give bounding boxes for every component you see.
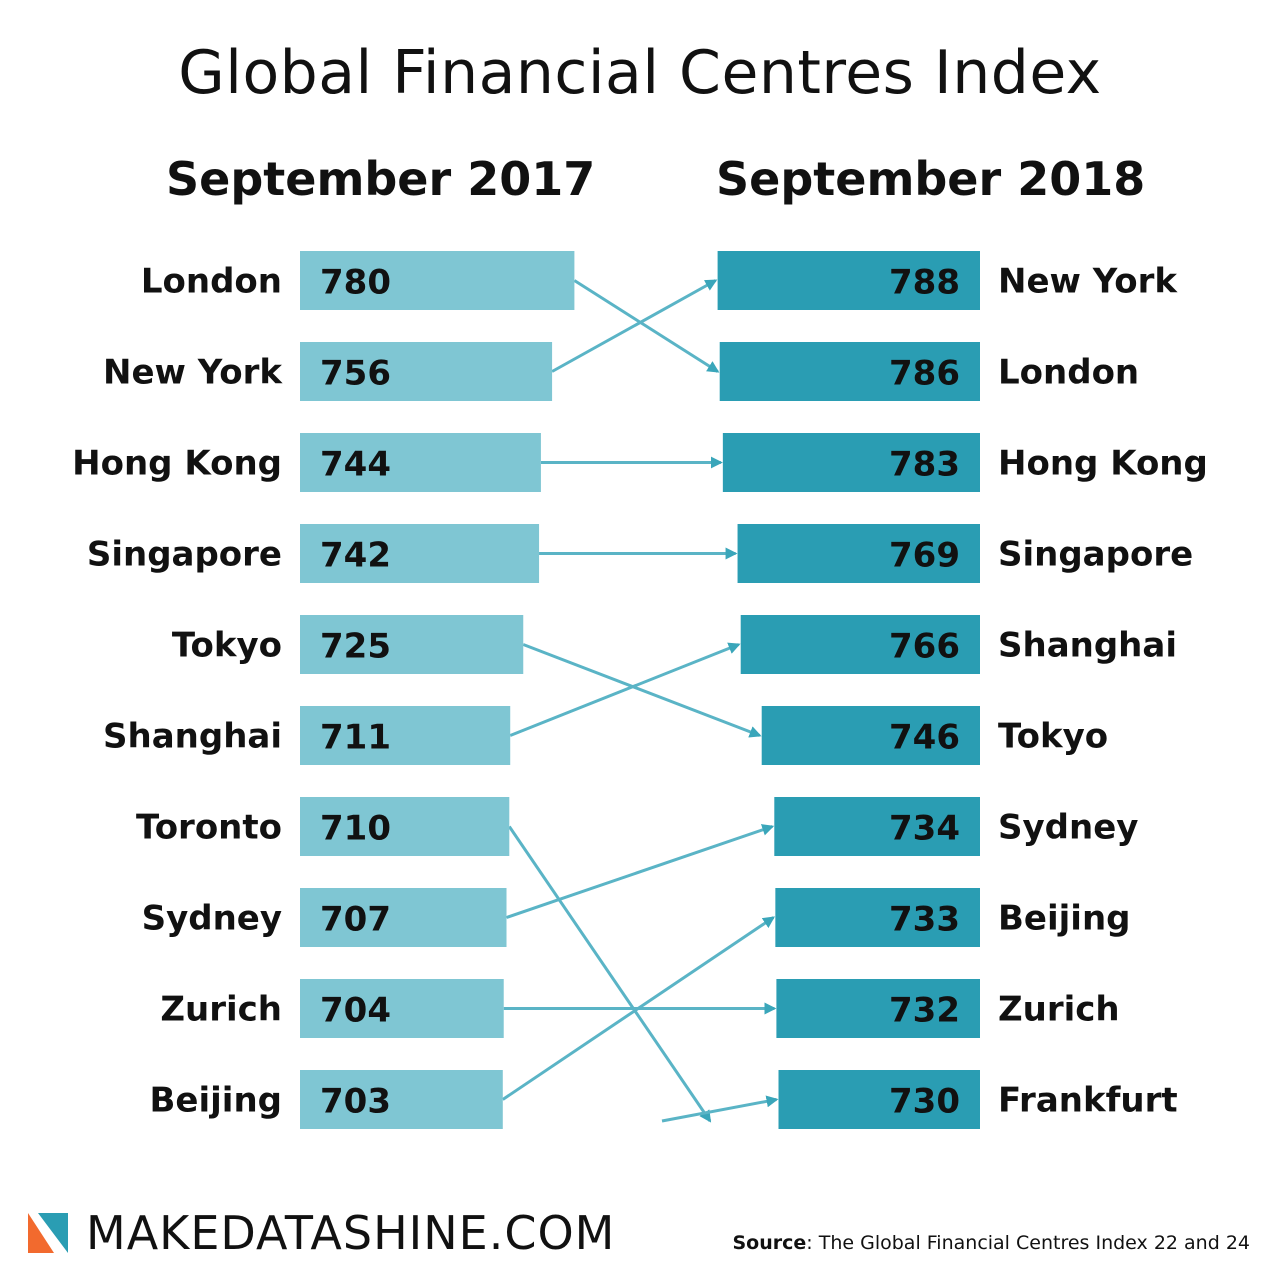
left-city-label: Sydney — [142, 899, 282, 939]
left-bar-singapore — [300, 524, 540, 583]
connector-toronto — [508, 825, 712, 1123]
right-bar-singapore — [737, 524, 980, 583]
left-value-label: 704 — [320, 991, 391, 1031]
left-bar-new-york — [300, 342, 553, 401]
right-bar-hong-kong — [722, 433, 980, 492]
connector-london — [573, 279, 720, 373]
right-value-label: 733 — [889, 900, 960, 940]
connector-shanghai — [509, 642, 741, 737]
right-city-label: Beijing — [998, 899, 1130, 939]
slope-chart: 780 London 756 New York 744 Hong Kong 742 Singa… — [72, 251, 1208, 1129]
left-bar-london — [300, 251, 575, 310]
brand-footer: MAKEDATASHINE.COM — [28, 1205, 615, 1261]
right-value-label: 746 — [889, 718, 960, 758]
left-value-label: 742 — [320, 536, 391, 576]
left-city-label: Singapore — [87, 535, 282, 575]
left-city-label: Toronto — [136, 808, 282, 848]
left-bar-toronto — [300, 797, 510, 856]
right-city-label: Hong Kong — [998, 444, 1208, 484]
right-value-label: 732 — [889, 991, 960, 1031]
source-text: : The Global Financial Centres Index 22 … — [806, 1232, 1250, 1254]
left-value-label: 756 — [320, 354, 391, 394]
right-city-label: Singapore — [998, 535, 1193, 575]
right-value-label: 766 — [889, 627, 960, 667]
right-column-heading: September 2018 — [716, 152, 1146, 206]
connector-new-york — [551, 279, 718, 373]
right-bar-beijing — [775, 888, 980, 947]
left-column-heading: September 2017 — [166, 152, 596, 206]
right-bar-new-york — [717, 251, 980, 310]
right-city-label: Sydney — [998, 808, 1138, 848]
right-city-label: New York — [998, 262, 1178, 302]
left-city-label: Zurich — [160, 990, 282, 1030]
source-note: Source: The Global Financial Centres Ind… — [733, 1232, 1251, 1254]
right-value-label: 734 — [889, 809, 960, 849]
left-value-label: 711 — [320, 718, 391, 758]
right-value-label: 788 — [889, 263, 960, 303]
left-value-label: 725 — [320, 627, 391, 667]
right-bar-zurich — [776, 979, 980, 1038]
right-value-label: 769 — [889, 536, 960, 576]
left-city-label: Tokyo — [172, 626, 282, 666]
right-city-label: Shanghai — [998, 626, 1177, 666]
right-value-label: 730 — [889, 1082, 960, 1122]
left-bar-hong-kong — [300, 433, 541, 492]
right-city-label: London — [998, 353, 1139, 393]
left-value-label: 744 — [320, 445, 391, 485]
right-bar-tokyo — [761, 706, 980, 765]
right-bar-shanghai — [740, 615, 980, 674]
right-bar-london — [719, 342, 980, 401]
left-city-label: Beijing — [150, 1081, 282, 1121]
left-city-label: New York — [103, 353, 283, 393]
left-bar-shanghai — [300, 706, 511, 765]
right-city-label: Frankfurt — [998, 1081, 1178, 1121]
makedatashine-logo-icon — [28, 1213, 68, 1253]
source-label: Source — [732, 1232, 807, 1254]
right-city-label: Tokyo — [998, 717, 1108, 757]
left-city-label: Hong Kong — [72, 444, 282, 484]
left-value-label: 703 — [320, 1082, 391, 1122]
connector-frankfurt — [661, 1095, 779, 1123]
left-bar-zurich — [300, 979, 504, 1038]
left-city-label: London — [141, 262, 282, 302]
right-city-label: Zurich — [998, 990, 1120, 1030]
left-value-label: 780 — [320, 263, 391, 303]
left-bar-tokyo — [300, 615, 524, 674]
connector-sydney — [506, 824, 775, 919]
connector-tokyo — [522, 643, 762, 738]
connector-beijing — [501, 916, 776, 1101]
right-bar-frankfurt — [778, 1070, 980, 1129]
left-bar-sydney — [300, 888, 507, 947]
chart-title: Global Financial Centres Index — [178, 38, 1102, 108]
right-bar-sydney — [774, 797, 980, 856]
right-value-label: 783 — [889, 445, 960, 485]
brand-name: MAKEDATASHINE.COM — [86, 1206, 616, 1260]
left-value-label: 707 — [320, 900, 391, 940]
right-value-label: 786 — [889, 354, 960, 394]
left-bar-beijing — [300, 1070, 503, 1129]
left-value-label: 710 — [320, 809, 391, 849]
left-city-label: Shanghai — [103, 717, 282, 757]
